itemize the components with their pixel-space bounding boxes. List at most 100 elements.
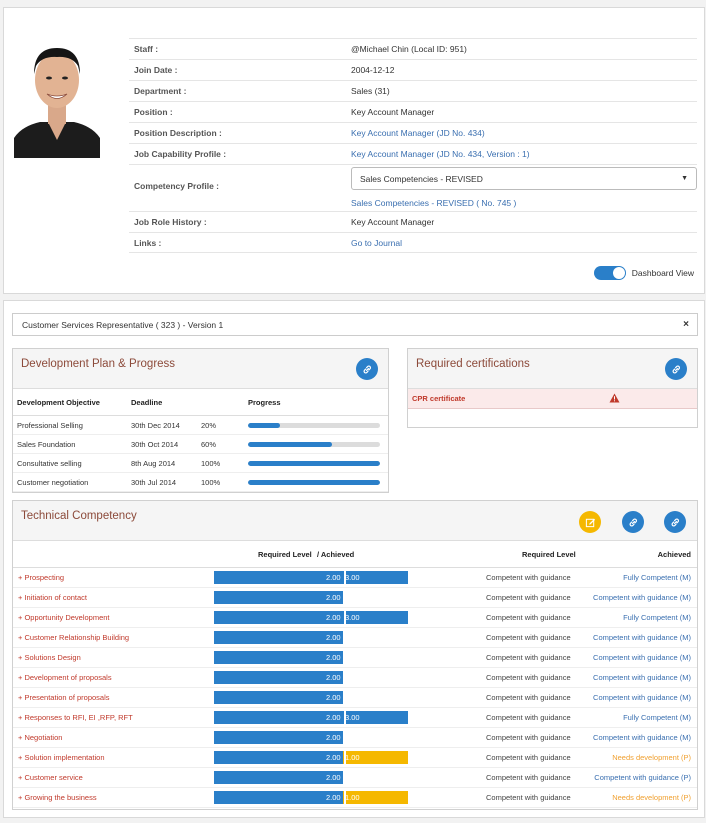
achieved-level-text: Competent with guidance (M)	[593, 733, 691, 742]
cert-name: CPR certificate	[412, 394, 466, 403]
competency-name[interactable]: + Negotiation	[18, 733, 63, 742]
profile-card: Staff : @Michael Chin (Local ID: 951) Jo…	[3, 7, 705, 294]
competency-name[interactable]: + Initiation of contact	[18, 593, 88, 602]
bar-divider	[344, 609, 346, 626]
competency-name[interactable]: + Growing the business	[18, 793, 97, 802]
header-progress: Progress	[248, 397, 281, 407]
required-bar	[214, 611, 343, 624]
competency-name[interactable]: + Presentation of proposals	[18, 693, 110, 702]
cert-row[interactable]: CPR certificate	[408, 389, 697, 409]
panel-header: Technical Competency	[13, 501, 697, 541]
achieved-value: 2.00	[345, 633, 360, 642]
competency-row[interactable]: + Opportunity Development 2.00 3.00 Compete…	[13, 608, 697, 628]
competency-row[interactable]: + Growing the business 2.00 1.00 Competent …	[13, 788, 697, 808]
competency-name[interactable]: + Solutions Design	[18, 653, 81, 662]
competency-row[interactable]: + Customer Relationship Building 2.00 2.00…	[13, 628, 697, 648]
header-achieved: Achieved	[657, 549, 691, 559]
level-bar-area: 2.00 2.00	[214, 629, 472, 646]
required-value: 2.00	[326, 693, 341, 702]
competency-name[interactable]: + Customer Relationship Building	[18, 633, 130, 642]
header-required: Required Level	[522, 549, 576, 559]
required-level-text: Competent with guidance	[486, 753, 571, 762]
required-bar	[214, 631, 343, 644]
achieved-bar	[343, 751, 408, 764]
progress-bar	[248, 422, 380, 428]
bar-divider	[344, 589, 346, 606]
panel-header: Required certifications	[408, 349, 697, 389]
link-button[interactable]	[664, 511, 686, 533]
level-bar-area: 2.00 2.00	[214, 649, 472, 666]
bar-divider	[344, 629, 346, 646]
tech-rows: + Prospecting 2.00 3.00 Competent with guid…	[13, 568, 697, 808]
position-description-link[interactable]: Key Account Manager (JD No. 434)	[351, 128, 485, 138]
bar-divider	[344, 729, 346, 746]
competency-name[interactable]: + Prospecting	[18, 573, 65, 582]
achieved-value: 2.00	[345, 773, 360, 782]
dashboard-view-toggle[interactable]	[593, 266, 626, 280]
dev-plan-rows: Professional Selling 30th Dec 2014 20% Sale…	[13, 416, 388, 492]
competency-profile-select[interactable]: Sales Competencies - REVISED ▼	[351, 167, 697, 190]
link-button[interactable]	[622, 511, 644, 533]
progress-bar	[248, 479, 380, 485]
competency-row[interactable]: + Prospecting 2.00 3.00 Competent with guid…	[13, 568, 697, 588]
header-deadline: Deadline	[131, 397, 163, 407]
avatar	[12, 30, 102, 158]
role-selector-text: Customer Services Representative ( 323 )…	[22, 319, 224, 330]
edit-button[interactable]	[579, 511, 601, 533]
panel-title: Development Plan & Progress	[21, 358, 176, 370]
competency-row[interactable]: + Development of proposals 2.00 2.00 Compet…	[13, 668, 697, 688]
info-value: Key Account Manager	[351, 107, 435, 117]
dev-plan-row: Customer negotiation 30th Jul 2014 100%	[13, 473, 388, 492]
required-level-text: Competent with guidance	[486, 593, 571, 602]
competency-name[interactable]: + Customer service	[18, 773, 83, 782]
header-objective: Development Objective	[17, 397, 100, 407]
required-bar	[214, 711, 343, 724]
required-level-text: Competent with guidance	[486, 613, 571, 622]
role-selector[interactable]: Customer Services Representative ( 323 )…	[12, 313, 698, 336]
competency-row[interactable]: + Solutions Design 2.00 2.00 Competent with…	[13, 648, 697, 668]
required-level-text: Competent with guidance	[486, 773, 571, 782]
required-bar	[214, 671, 343, 684]
required-level-text: Competent with guidance	[486, 713, 571, 722]
bar-divider	[344, 689, 346, 706]
certifications-panel: Required certifications CPR certificate	[407, 348, 698, 428]
info-row-links: Links : Go to Journal	[129, 232, 697, 253]
deadline: 30th Oct 2014	[131, 439, 179, 449]
level-bar-area: 2.00 2.00	[214, 669, 472, 686]
info-label: Position Description :	[134, 128, 222, 138]
objective: Consultative selling	[17, 458, 82, 468]
tech-header-row: Required Level / Achieved Required Level…	[13, 541, 697, 568]
competency-profile-link[interactable]: Sales Competencies - REVISED ( No. 745 )	[351, 198, 517, 208]
go-to-journal-link[interactable]: Go to Journal	[351, 237, 403, 248]
achieved-bar	[343, 571, 408, 584]
competency-row[interactable]: + Presentation of proposals 2.00 2.00 Compe…	[13, 688, 697, 708]
competency-row[interactable]: + Customer service 2.00 2.00 Competent with…	[13, 768, 697, 788]
required-value: 2.00	[326, 613, 341, 622]
info-value: Sales Competencies - REVISED ▼ Sales Com…	[346, 165, 697, 208]
competency-row[interactable]: + Initiation of contact 2.00 2.00 Competent…	[13, 588, 697, 608]
bar-divider	[344, 709, 346, 726]
competency-row[interactable]: + Negotiation 2.00 2.00 Competent with guid…	[13, 728, 697, 748]
close-icon[interactable]: ×	[683, 319, 689, 330]
achieved-value: 1.00	[345, 753, 360, 762]
link-button[interactable]	[665, 358, 687, 380]
competency-name[interactable]: + Solution implementation	[18, 753, 105, 762]
competency-name[interactable]: + Opportunity Development	[18, 613, 110, 622]
info-row-department: Department : Sales (31)	[129, 80, 697, 101]
competency-name[interactable]: + Responses to RFI, EI ,RFP, RFT	[18, 713, 133, 722]
competency-name[interactable]: + Development of proposals	[18, 673, 112, 682]
bar-divider	[344, 789, 346, 806]
competency-row[interactable]: + Responses to RFI, EI ,RFP, RFT 2.00 3.00…	[13, 708, 697, 728]
job-capability-link[interactable]: Key Account Manager (JD No. 434, Version…	[351, 149, 530, 159]
percent: 60%	[201, 439, 217, 449]
objective: Customer negotiation	[17, 477, 89, 487]
competency-row[interactable]: + Solution implementation 2.00 1.00 Compete…	[13, 748, 697, 768]
link-button[interactable]	[356, 358, 378, 380]
required-value: 2.00	[326, 673, 341, 682]
achieved-level-text: Competent with guidance (M)	[593, 693, 691, 702]
dev-plan-row: Consultative selling 8th Aug 2014 100%	[13, 454, 388, 473]
level-bar-area: 2.00 1.00	[214, 749, 472, 766]
level-bar-area: 2.00 1.00	[214, 789, 472, 806]
achieved-level-text: Needs development (P)	[612, 753, 691, 762]
progress-bar	[248, 460, 380, 466]
